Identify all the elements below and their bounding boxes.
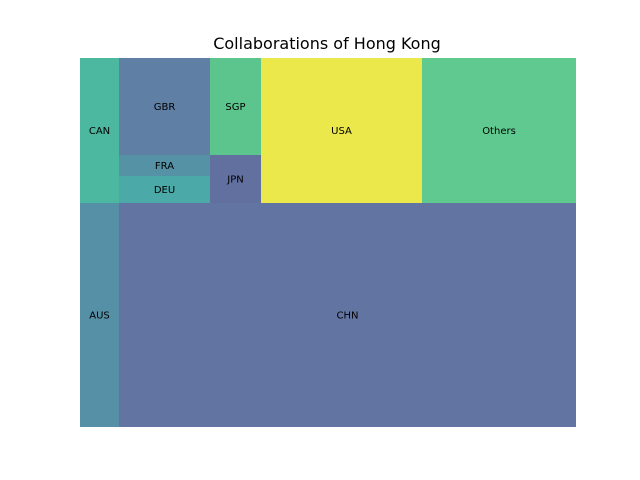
tile-label-can: CAN — [89, 126, 110, 137]
tile-gbr — [119, 58, 210, 155]
tile-label-sgp: SGP — [225, 102, 245, 113]
treemap-tiles: CAN GBR FRA DEU SGP JPN USA Others AUS CHN — [80, 58, 576, 427]
tile-label-chn: CHN — [337, 311, 359, 322]
chart-title: Collaborations of Hong Kong — [213, 34, 441, 53]
tile-fra — [119, 155, 210, 176]
tile-label-jpn: JPN — [226, 175, 243, 186]
tile-label-gbr: GBR — [154, 102, 176, 113]
tile-label-usa: USA — [331, 126, 352, 137]
tile-label-deu: DEU — [154, 185, 175, 196]
tile-label-fra: FRA — [155, 161, 174, 172]
tile-usa — [261, 58, 422, 203]
tile-label-others: Others — [482, 126, 516, 137]
tile-can — [80, 58, 119, 203]
tile-aus — [80, 203, 119, 427]
tile-chn — [119, 203, 576, 427]
tile-others — [422, 58, 576, 203]
tile-deu — [119, 176, 210, 203]
tile-label-aus: AUS — [89, 311, 110, 322]
tile-jpn — [210, 155, 261, 203]
tile-sgp — [210, 58, 261, 155]
